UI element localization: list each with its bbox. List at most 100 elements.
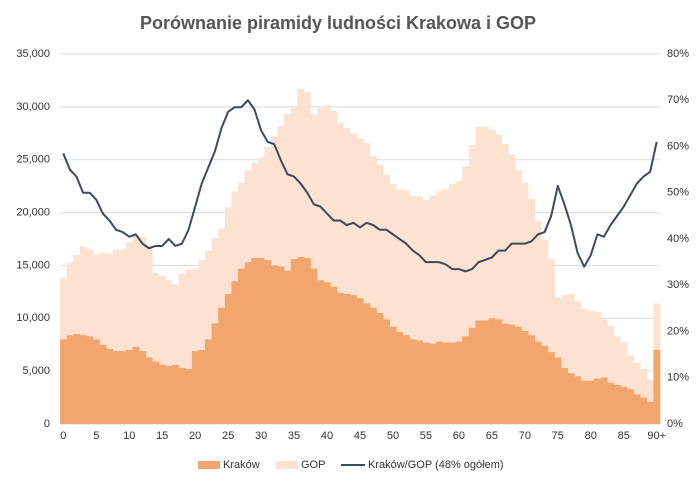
bar <box>514 170 522 424</box>
x-tick-label: 85 <box>618 430 630 442</box>
bar <box>402 335 410 424</box>
bar <box>580 380 588 424</box>
legend-label: Kraków <box>223 459 260 471</box>
bar <box>350 133 358 425</box>
x-tick-label: 20 <box>189 430 201 442</box>
bar <box>422 342 430 424</box>
bar <box>297 256 305 424</box>
bar <box>561 367 568 424</box>
bar <box>475 320 483 424</box>
bar <box>567 373 575 424</box>
bar <box>574 376 582 424</box>
y2-tick-label: 80% <box>667 48 689 60</box>
bar <box>561 295 568 424</box>
bar <box>488 130 496 424</box>
bar <box>521 182 529 424</box>
bar <box>323 104 331 424</box>
bar <box>323 282 331 424</box>
chart-title: Porównanie piramidy ludności Krakowa i G… <box>140 13 536 33</box>
bar <box>112 351 120 424</box>
bar <box>455 341 463 424</box>
bar <box>435 341 443 424</box>
bar <box>620 342 628 424</box>
bar <box>125 350 133 424</box>
x-tick-label: 50 <box>387 430 399 442</box>
bar <box>521 330 529 424</box>
bar <box>613 336 621 424</box>
bar <box>336 292 344 424</box>
bar <box>106 348 114 424</box>
y2-tick-label: 40% <box>667 233 689 245</box>
bar <box>218 307 226 424</box>
bar <box>580 308 588 424</box>
bar <box>363 303 371 424</box>
y2-tick-label: 70% <box>667 94 689 106</box>
bar <box>435 191 443 424</box>
y2-tick-label: 30% <box>667 279 689 291</box>
x-tick-label: 5 <box>93 430 99 442</box>
bar <box>640 397 648 424</box>
x-tick-label: 0 <box>60 430 66 442</box>
bar <box>73 334 81 424</box>
bar <box>613 384 621 424</box>
bar <box>270 265 278 424</box>
bar <box>653 350 661 424</box>
bar <box>303 258 311 424</box>
bar <box>369 156 377 425</box>
bar <box>178 367 186 424</box>
y-tick-label: 5,000 <box>22 365 50 377</box>
legend-swatch <box>198 461 220 469</box>
bar <box>310 268 318 424</box>
bar <box>528 335 536 424</box>
bar <box>594 311 601 424</box>
y-tick-label: 25,000 <box>16 154 50 166</box>
bar <box>264 260 272 424</box>
bar <box>409 195 417 424</box>
legend-label: Kraków/GOP (48% ogółem) <box>368 459 504 471</box>
bar <box>541 345 549 424</box>
y2-tick-label: 50% <box>667 187 689 199</box>
bar <box>554 357 562 424</box>
bar <box>205 339 212 424</box>
bar <box>429 343 437 424</box>
y2-tick-label: 10% <box>667 372 689 384</box>
bar <box>442 342 450 424</box>
bar <box>172 364 179 424</box>
y2-tick-label: 60% <box>667 140 689 152</box>
bar <box>297 88 305 424</box>
bar <box>317 280 325 424</box>
y-tick-label: 15,000 <box>16 259 50 271</box>
bar <box>211 323 219 424</box>
bar <box>442 189 450 424</box>
bar <box>594 378 601 424</box>
bar <box>495 134 503 425</box>
x-tick-label: 90+ <box>647 430 666 442</box>
bar <box>251 258 259 424</box>
bar <box>468 327 476 424</box>
x-tick-label: 80 <box>585 430 597 442</box>
y-tick-label: 30,000 <box>16 101 50 113</box>
y-tick-label: 10,000 <box>16 312 50 324</box>
x-tick-label: 55 <box>420 430 432 442</box>
y-tick-label: 35,000 <box>16 48 50 60</box>
bar <box>640 369 648 424</box>
bar <box>402 190 410 424</box>
bar <box>607 325 615 424</box>
bar <box>462 336 470 424</box>
bar <box>336 122 344 424</box>
bar <box>257 258 265 424</box>
bar <box>86 336 94 424</box>
bar <box>620 387 628 424</box>
bar <box>600 319 608 424</box>
x-tick-label: 15 <box>156 430 168 442</box>
bar <box>119 351 127 424</box>
bar <box>290 259 298 424</box>
bar <box>284 114 292 424</box>
bar <box>198 350 206 424</box>
bar <box>409 339 417 424</box>
bar <box>139 236 147 424</box>
bar <box>416 340 423 424</box>
bar <box>132 346 140 424</box>
bar <box>145 246 153 424</box>
